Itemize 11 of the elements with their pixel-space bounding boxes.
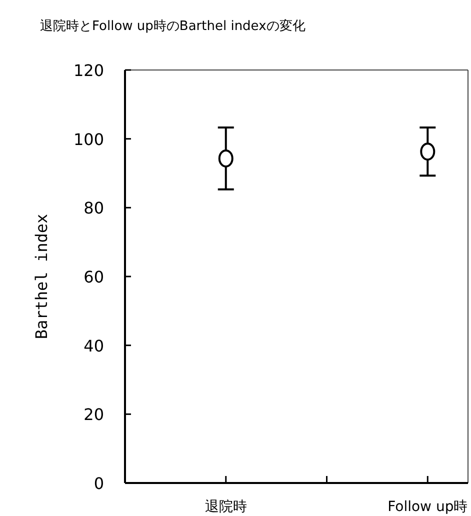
y-tick-label: 0 — [94, 474, 104, 493]
y-tick-label: 100 — [73, 130, 104, 149]
y-tick-label: 40 — [84, 336, 104, 356]
y-axis-title: Barthel index — [32, 214, 51, 340]
chart-title: 退院時とFollow up時のBarthel indexの変化 — [40, 18, 306, 34]
x-tick-label: 退院時 — [204, 499, 247, 515]
y-tick-label: 20 — [84, 405, 104, 424]
y-tick-label: 80 — [84, 198, 104, 218]
y-tick-label: 60 — [84, 268, 104, 286]
y-tick-label: 120 — [73, 61, 104, 80]
x-tick-label: Follow up時 — [388, 499, 468, 515]
